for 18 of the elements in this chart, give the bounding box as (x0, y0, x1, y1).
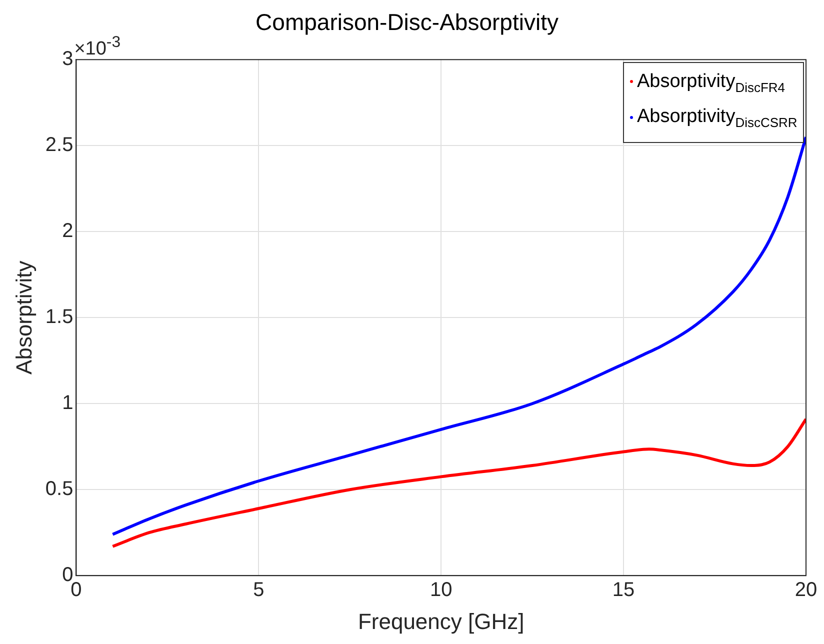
text: ×10$^{-3}$ (74, 34, 120, 60)
line-series (111, 418, 806, 548)
y-tick-label: 2 (62, 220, 74, 242)
y-tick-label: 3 (62, 48, 74, 70)
chart-title: Comparison-Disc-Absorptivity (256, 9, 559, 36)
x-tick-label: 5 (253, 579, 264, 602)
line-series (111, 136, 806, 536)
x-tick-label: 15 (612, 579, 635, 602)
y-tick-label: 1.5 (45, 306, 74, 328)
y-tick-label: 2.5 (45, 134, 74, 156)
y-tick-label: 1 (62, 392, 74, 414)
x-axis-title: Frequency [GHz] (358, 608, 524, 634)
y-axis-title: Absorptivity (11, 260, 36, 374)
x-tick-label: 10 (430, 579, 452, 602)
x-tick-label: 20 (794, 579, 818, 602)
legend-label: Absorptivity$_{DiscFR4}$ (637, 70, 786, 94)
y-tick-label: 0.5 (45, 478, 74, 500)
legend-label: Absorptivity$_{DiscCSRR}$ (637, 106, 798, 130)
